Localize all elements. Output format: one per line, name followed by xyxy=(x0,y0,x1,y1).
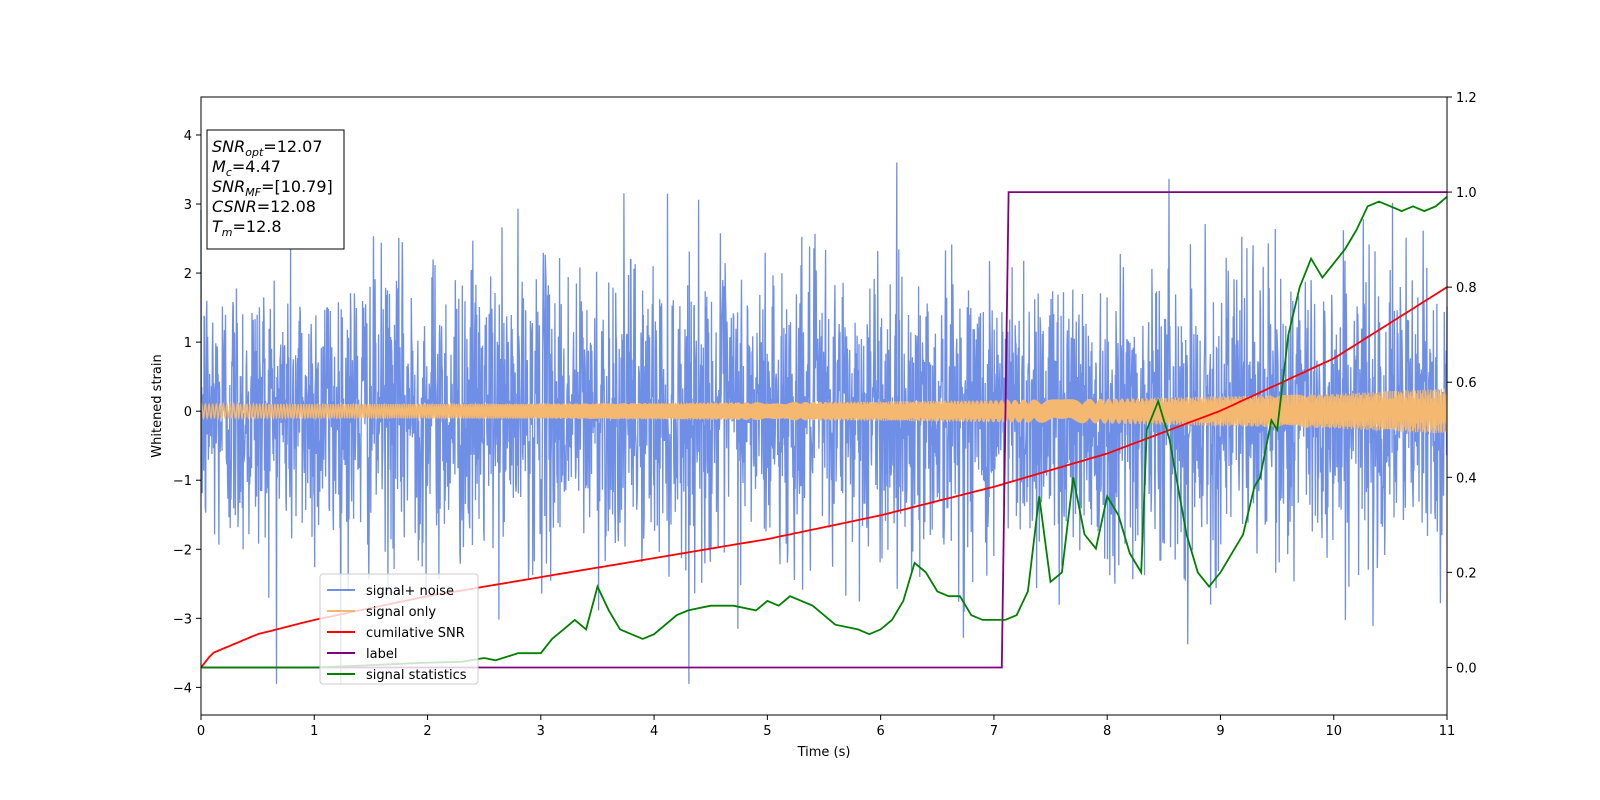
legend-entry: cumilative SNR xyxy=(366,626,465,641)
y-axis-left-ticks: −4 −3 −2 −1 0 1 2 3 4 xyxy=(173,129,201,696)
annotation-line: SNRMF=[10.79] xyxy=(212,177,333,199)
series-signal-noise xyxy=(200,162,1448,684)
y-right-tick-label: 0.2 xyxy=(1456,566,1477,581)
x-tick-label: 5 xyxy=(763,724,771,739)
x-tick-label: 6 xyxy=(876,724,884,739)
y-left-tick-label: 0 xyxy=(184,405,192,420)
y-left-tick-label: −1 xyxy=(173,474,192,489)
y-left-tick-label: −2 xyxy=(173,543,192,558)
x-tick-label: 9 xyxy=(1216,724,1224,739)
x-tick-label: 3 xyxy=(537,724,545,739)
y-left-tick-label: 1 xyxy=(184,336,192,351)
y-left-tick-label: 3 xyxy=(184,198,192,213)
label-line xyxy=(201,191,1447,669)
signal-only-line xyxy=(200,388,1448,434)
series-label xyxy=(201,191,1447,669)
annotation-line: Mc=4.47 xyxy=(212,157,281,179)
legend-entry: signal statistics xyxy=(366,668,467,683)
annotation-line: SNRopt=12.07 xyxy=(212,137,323,159)
signal-noise-line xyxy=(200,162,1448,684)
annotation-line: CSNR=12.08 xyxy=(212,197,316,216)
y-right-tick-label: 0.4 xyxy=(1456,471,1477,486)
y-left-tick-label: −4 xyxy=(173,681,192,696)
x-tick-label: 8 xyxy=(1103,724,1111,739)
legend-frame xyxy=(319,573,479,685)
legend: signal+ noise signal only cumilative SNR la… xyxy=(319,573,479,685)
x-tick-label: 10 xyxy=(1325,724,1342,739)
plot-frame xyxy=(200,96,1448,716)
x-tick-label: 2 xyxy=(423,724,431,739)
legend-entry: signal only xyxy=(366,605,436,620)
x-axis-ticks: 0 1 2 3 4 5 6 7 8 9 10 11 xyxy=(197,715,1455,739)
legend-entry: signal+ noise xyxy=(366,584,454,599)
y-axis-right-ticks: 0.0 0.2 0.4 0.6 0.8 1.0 1.2 xyxy=(1447,91,1477,676)
annotation-line: Tm=12.8 xyxy=(212,217,282,239)
y-right-tick-label: 0.0 xyxy=(1456,661,1477,676)
y-left-tick-label: −3 xyxy=(173,612,192,627)
x-axis-label: Time (s) xyxy=(797,745,851,760)
legend-entry: label xyxy=(366,647,397,662)
y-right-tick-label: 0.6 xyxy=(1456,376,1477,391)
x-tick-label: 1 xyxy=(310,724,318,739)
y-right-tick-label: 1.0 xyxy=(1456,186,1477,201)
series-signal-statistics xyxy=(201,196,1448,669)
y-right-tick-label: 1.2 xyxy=(1456,91,1477,106)
annotation-frame xyxy=(206,129,345,250)
series-signal-only xyxy=(200,388,1448,434)
x-tick-label: 7 xyxy=(990,724,998,739)
annotation-box: SNRopt=12.07Mc=4.47SNRMF=[10.79]CSNR=12.… xyxy=(206,129,345,250)
y-right-tick-label: 0.8 xyxy=(1456,281,1477,296)
y-axis-label: Whitened strain xyxy=(150,354,165,457)
x-tick-label: 0 xyxy=(197,724,205,739)
x-tick-label: 4 xyxy=(650,724,658,739)
y-left-tick-label: 4 xyxy=(184,129,192,144)
signal-statistics-line xyxy=(201,196,1448,669)
x-tick-label: 11 xyxy=(1439,724,1456,739)
y-left-tick-label: 2 xyxy=(184,267,192,282)
